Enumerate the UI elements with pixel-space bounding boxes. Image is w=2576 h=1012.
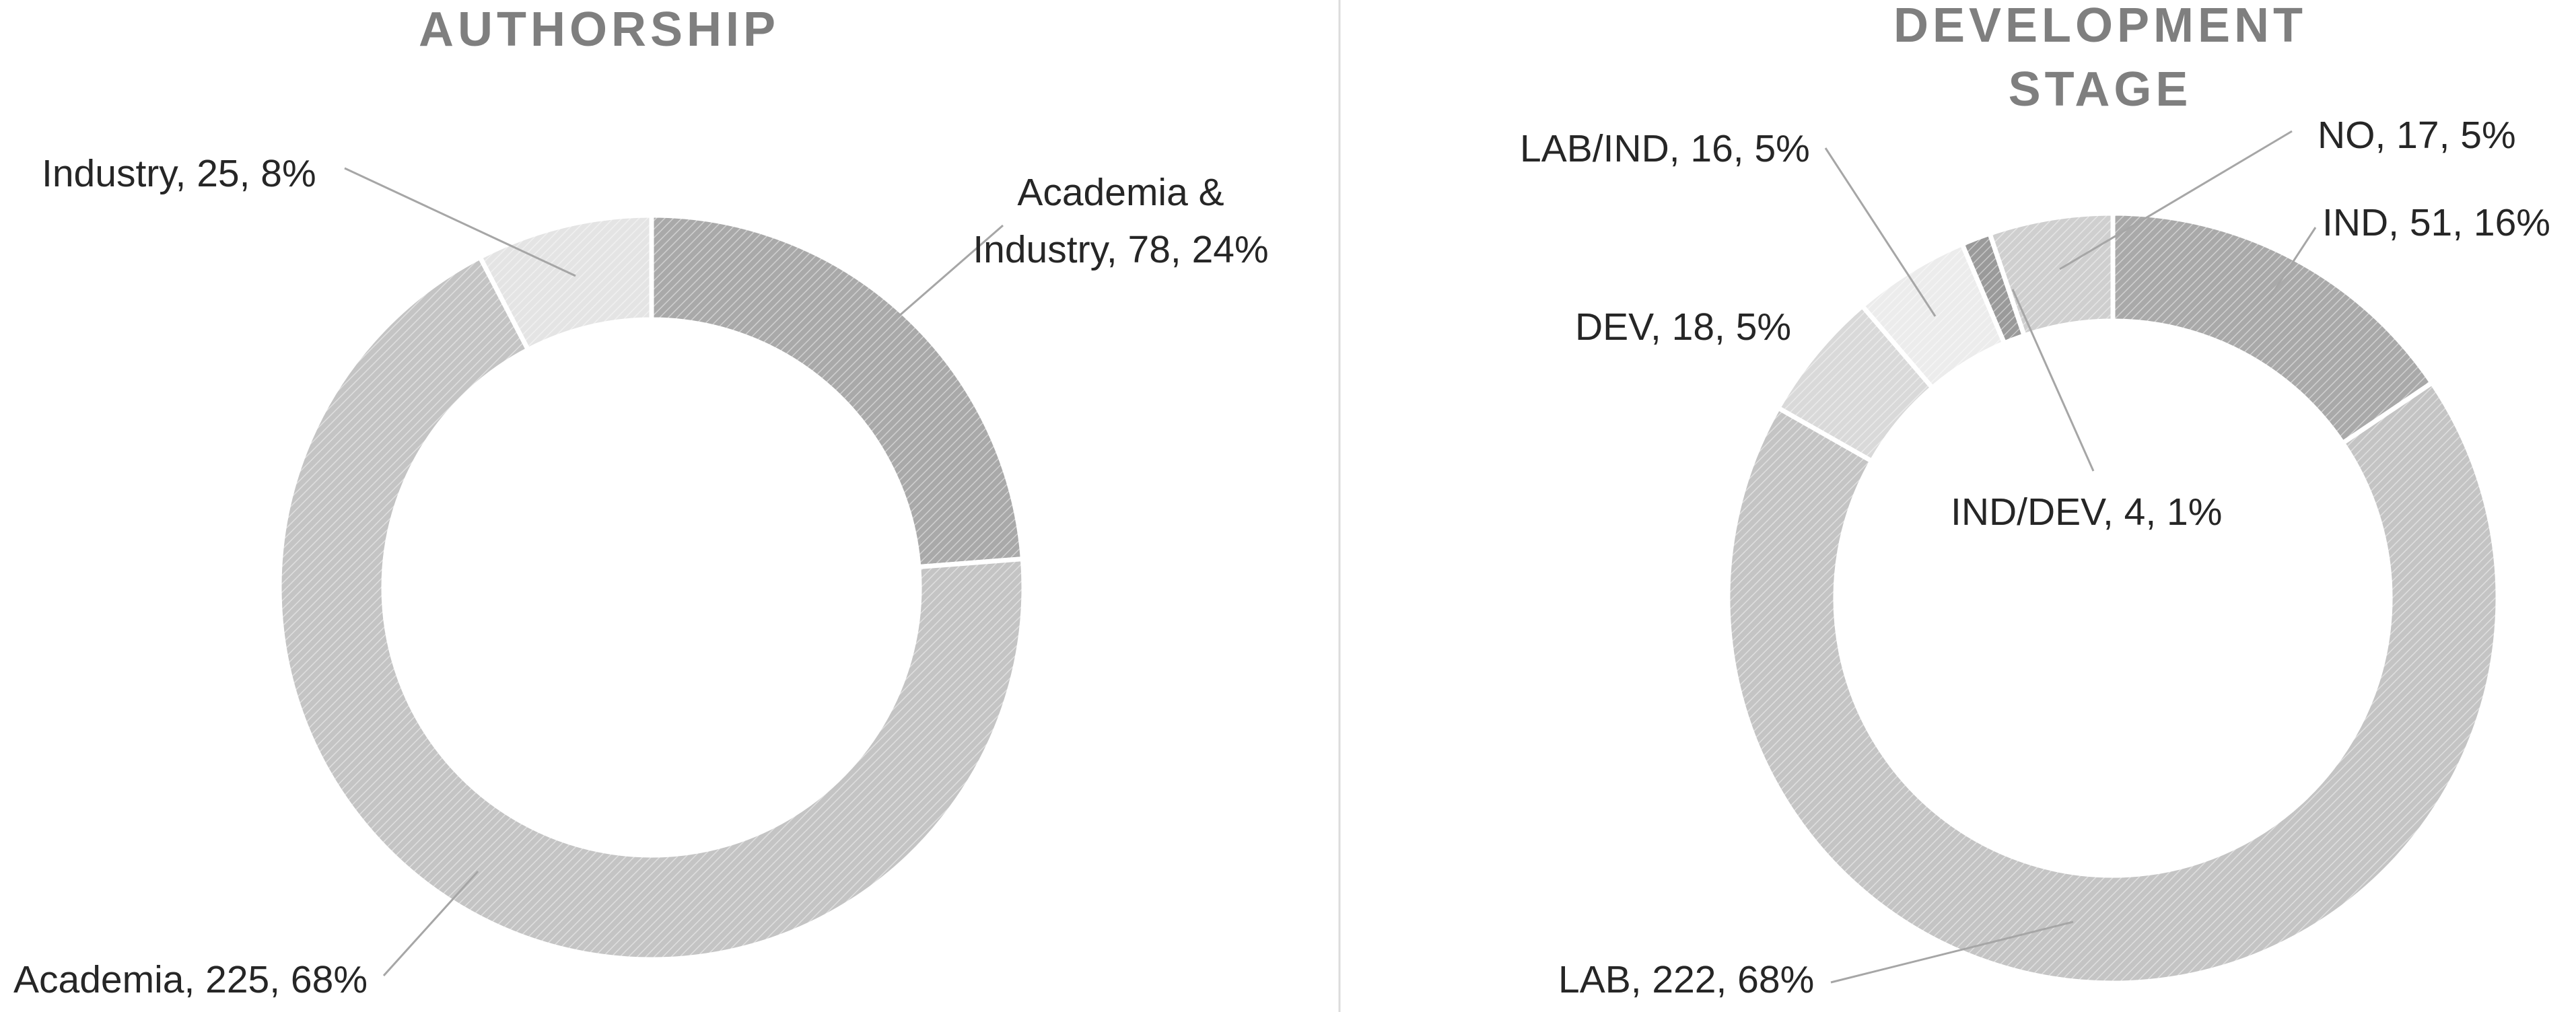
slice-academia-texture [279, 257, 1024, 960]
label-industry-leader-line [344, 167, 576, 277]
development-stage-donut-chart: DEVELOPMENT STAGE IND, 51, 16% LAB, 222, 68… [1520, 0, 2550, 1001]
label-dev-line: DEV, 18, 5% [1575, 305, 1791, 349]
label-lab-ind-leader-line [1824, 147, 1937, 317]
chart-title-line: STAGE [2009, 63, 2192, 116]
label-ind-dev-line: IND/DEV, 4, 1% [1951, 491, 2222, 534]
slice-academia-industry-texture [652, 215, 1023, 567]
slice-lab-ind-texture [1862, 244, 2005, 388]
chart-title-line: AUTHORSHIP [419, 3, 779, 57]
label-lab-leader-line [1830, 920, 2074, 984]
label-academia-industry-line: Academia & [1017, 171, 1224, 214]
label-industry-line: Industry, 25, 8% [42, 152, 316, 195]
label-no-line: NO, 17, 5% [2318, 114, 2516, 157]
chart-title-line: DEVELOPMENT [1893, 0, 2307, 52]
label-lab-line: LAB, 222, 68% [1558, 958, 1814, 1001]
chart-title: AUTHORSHIP [419, 3, 779, 57]
label-no: NO, 17, 5% [2318, 114, 2516, 157]
slice-lab-texture [1727, 382, 2498, 983]
label-academia-line: Academia, 225, 68% [13, 958, 368, 1001]
label-academia-industry-line: Industry, 78, 24% [973, 228, 1268, 271]
label-ind-dev: IND/DEV, 4, 1% [1951, 491, 2222, 534]
label-lab-ind-line: LAB/IND, 16, 5% [1520, 127, 1810, 170]
label-no-leader-line [2059, 130, 2293, 270]
label-ind-line: IND, 51, 16% [2322, 201, 2550, 244]
chart-title: DEVELOPMENT STAGE [1893, 0, 2307, 116]
label-ind-leader-line [2267, 227, 2317, 300]
slice-ind-dev-texture [1962, 233, 2025, 343]
label-academia: Academia, 225, 68% [13, 958, 368, 1001]
label-academia-industry: Academia & Industry, 78, 24% [973, 171, 1268, 271]
slice-ind-texture [2113, 213, 2433, 443]
label-dev: DEV, 18, 5% [1575, 305, 1791, 349]
label-ind-dev-leader-line [2011, 289, 2095, 472]
label-academia-industry-leader-line [898, 224, 1004, 318]
label-ind: IND, 51, 16% [2322, 201, 2550, 244]
label-lab: LAB, 222, 68% [1558, 958, 1814, 1001]
label-lab-ind: LAB/IND, 16, 5% [1520, 127, 1810, 170]
label-academia-leader-line [382, 870, 479, 977]
slice-industry-texture [480, 215, 652, 350]
label-industry: Industry, 25, 8% [42, 152, 316, 195]
